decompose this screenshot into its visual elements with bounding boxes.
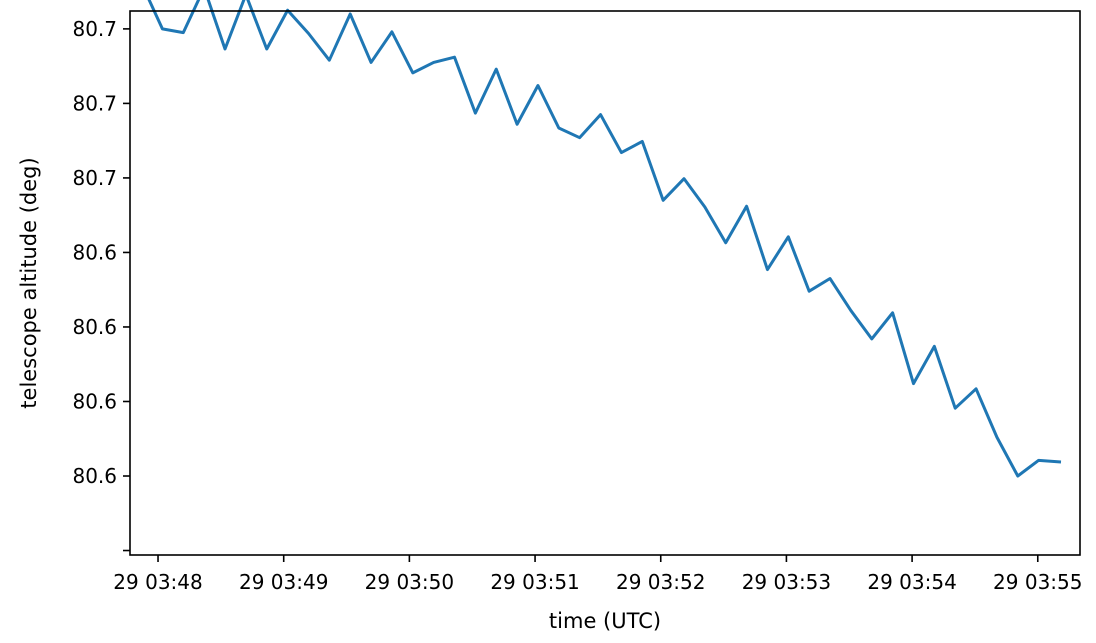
y-tick-label: 80.6 xyxy=(72,464,117,488)
y-tick-label: 80.7 xyxy=(72,17,117,41)
y-axis-ticks: 80.7 80.7 80.7 80.6 80.6 80.6 80.6 xyxy=(72,17,130,552)
y-tick-label: 80.7 xyxy=(72,166,117,190)
y-tick-label: 80.6 xyxy=(72,240,117,264)
x-tick-label: 29 03:51 xyxy=(490,570,579,594)
y-tick-label: 80.6 xyxy=(72,389,117,413)
x-tick-label: 29 03:55 xyxy=(993,570,1082,594)
y-axis-title: telescope altitude (deg) xyxy=(17,157,41,408)
series-line-0 xyxy=(147,0,1062,478)
plot-area xyxy=(130,11,1080,555)
x-axis-title: time (UTC) xyxy=(549,609,661,633)
axes-frame xyxy=(129,10,1081,556)
y-tick-label: 80.7 xyxy=(72,91,117,115)
x-axis-ticks: 29 03:48 29 03:49 29 03:50 29 03:51 29 03:52… xyxy=(113,555,1082,594)
x-tick-label: 29 03:49 xyxy=(239,570,328,594)
x-tick-label: 29 03:54 xyxy=(867,570,956,594)
series-layer xyxy=(147,0,1062,478)
x-tick-label: 29 03:53 xyxy=(742,570,831,594)
y-tick-label: 80.6 xyxy=(72,315,117,339)
x-tick-label: 29 03:50 xyxy=(365,570,454,594)
x-tick-label: 29 03:48 xyxy=(113,570,202,594)
x-tick-label: 29 03:52 xyxy=(616,570,705,594)
